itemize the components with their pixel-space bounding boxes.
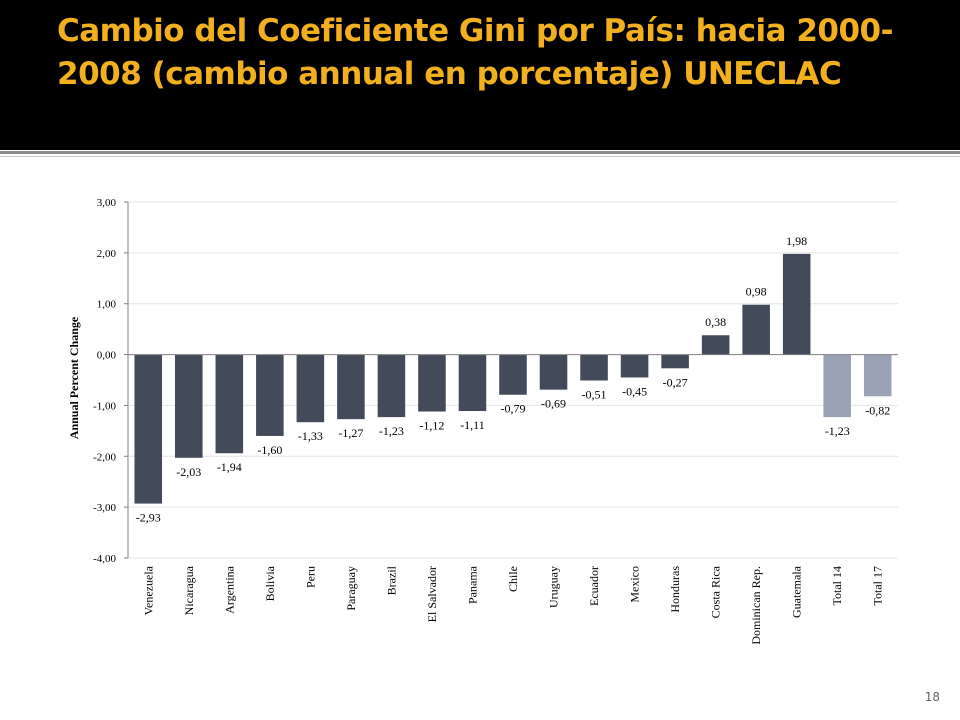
bar-guatemala [782, 253, 811, 355]
category-label: Guatemala [790, 565, 804, 618]
category-label: Costa Rica [709, 565, 723, 618]
category-label: Nicaragua [182, 565, 196, 615]
bar-mexico [620, 354, 649, 378]
page-number: 18 [924, 690, 940, 704]
bar-ecuador [580, 354, 608, 381]
bar-uruguay [539, 354, 568, 390]
data-label: -0,27 [663, 375, 688, 389]
y-tick-label: -2,00 [93, 451, 116, 463]
category-label: Venezuela [141, 565, 155, 615]
bar-chile [499, 354, 527, 395]
bar-peru [296, 354, 325, 423]
bar-panama [458, 354, 487, 412]
labels: 3,00 2,00 1,00 0,00 -1,00 -2,00 -3,00 -4,00 -2,9… [93, 197, 890, 645]
category-label: Mexico [628, 566, 642, 603]
bar-honduras [661, 354, 689, 369]
category-label: Ecuador [587, 566, 601, 606]
data-label: -1,33 [298, 429, 323, 443]
bar-brazil [377, 354, 406, 418]
category-label: El Salvador [425, 566, 439, 622]
title-band [0, 0, 960, 150]
category-label: Bolivia [263, 565, 277, 601]
bar-venezuela [134, 354, 163, 504]
slide-title: Cambio del Coeficiente Gini por País: ha… [57, 13, 893, 92]
category-label: Paraguay [344, 566, 358, 611]
category-label: Brazil [384, 565, 398, 595]
bar-el-salvador [418, 354, 446, 412]
data-label: -1,11 [460, 418, 485, 432]
bars [134, 253, 892, 504]
data-label: -1,60 [257, 443, 282, 457]
y-tick-label: -4,00 [93, 553, 116, 565]
data-label: 0,38 [705, 315, 726, 329]
bar-total-14 [823, 354, 851, 418]
bar-paraguay [337, 354, 365, 420]
data-label: -0,79 [501, 402, 526, 416]
data-label: 0,98 [746, 285, 767, 299]
data-label: -0,82 [865, 403, 890, 417]
y-tick-label: -3,00 [93, 502, 116, 514]
category-label: Chile [506, 566, 520, 592]
data-label: -0,45 [622, 384, 647, 398]
data-label: -0,69 [541, 397, 566, 411]
bar-dominican-rep [742, 304, 770, 355]
data-label: -2,93 [136, 511, 161, 525]
data-label: -1,27 [338, 426, 363, 440]
category-label: Total 14 [830, 566, 844, 606]
data-label: 1,98 [786, 234, 807, 248]
data-label: -1,12 [419, 419, 444, 433]
category-label: Argentina [222, 565, 236, 613]
bar-costa-rica [701, 335, 730, 355]
axes [124, 201, 898, 559]
bar-total-17 [863, 354, 892, 397]
y-tick-label: 1,00 [97, 299, 117, 311]
y-tick-label: 3,00 [97, 197, 117, 209]
y-axis-title: Annual Percent Change [67, 316, 81, 439]
y-tick-label: 0,00 [97, 350, 117, 362]
title-divider [0, 151, 960, 154]
category-label: Honduras [668, 566, 682, 613]
data-label: -1,23 [825, 424, 850, 438]
data-label: -1,94 [217, 460, 242, 474]
category-label: Uruguay [547, 566, 561, 608]
category-label: Dominican Rep. [749, 566, 763, 645]
category-label: Panama [465, 565, 479, 604]
bar-bolivia [256, 354, 284, 436]
y-tick-label: -1,00 [93, 400, 116, 412]
bar-nicaragua [175, 354, 203, 458]
data-label: -1,23 [379, 424, 404, 438]
title-divider-thin [0, 156, 960, 157]
data-label: -2,03 [176, 465, 201, 479]
bar-argentina [215, 354, 244, 454]
y-tick-label: 2,00 [97, 248, 117, 260]
category-label: Peru [303, 566, 317, 588]
category-label: Total 17 [871, 566, 885, 606]
data-label: -0,51 [582, 388, 607, 402]
bar-chart: 3,00 2,00 1,00 0,00 -1,00 -2,00 -3,00 -4,00 -2,9… [67, 197, 898, 645]
